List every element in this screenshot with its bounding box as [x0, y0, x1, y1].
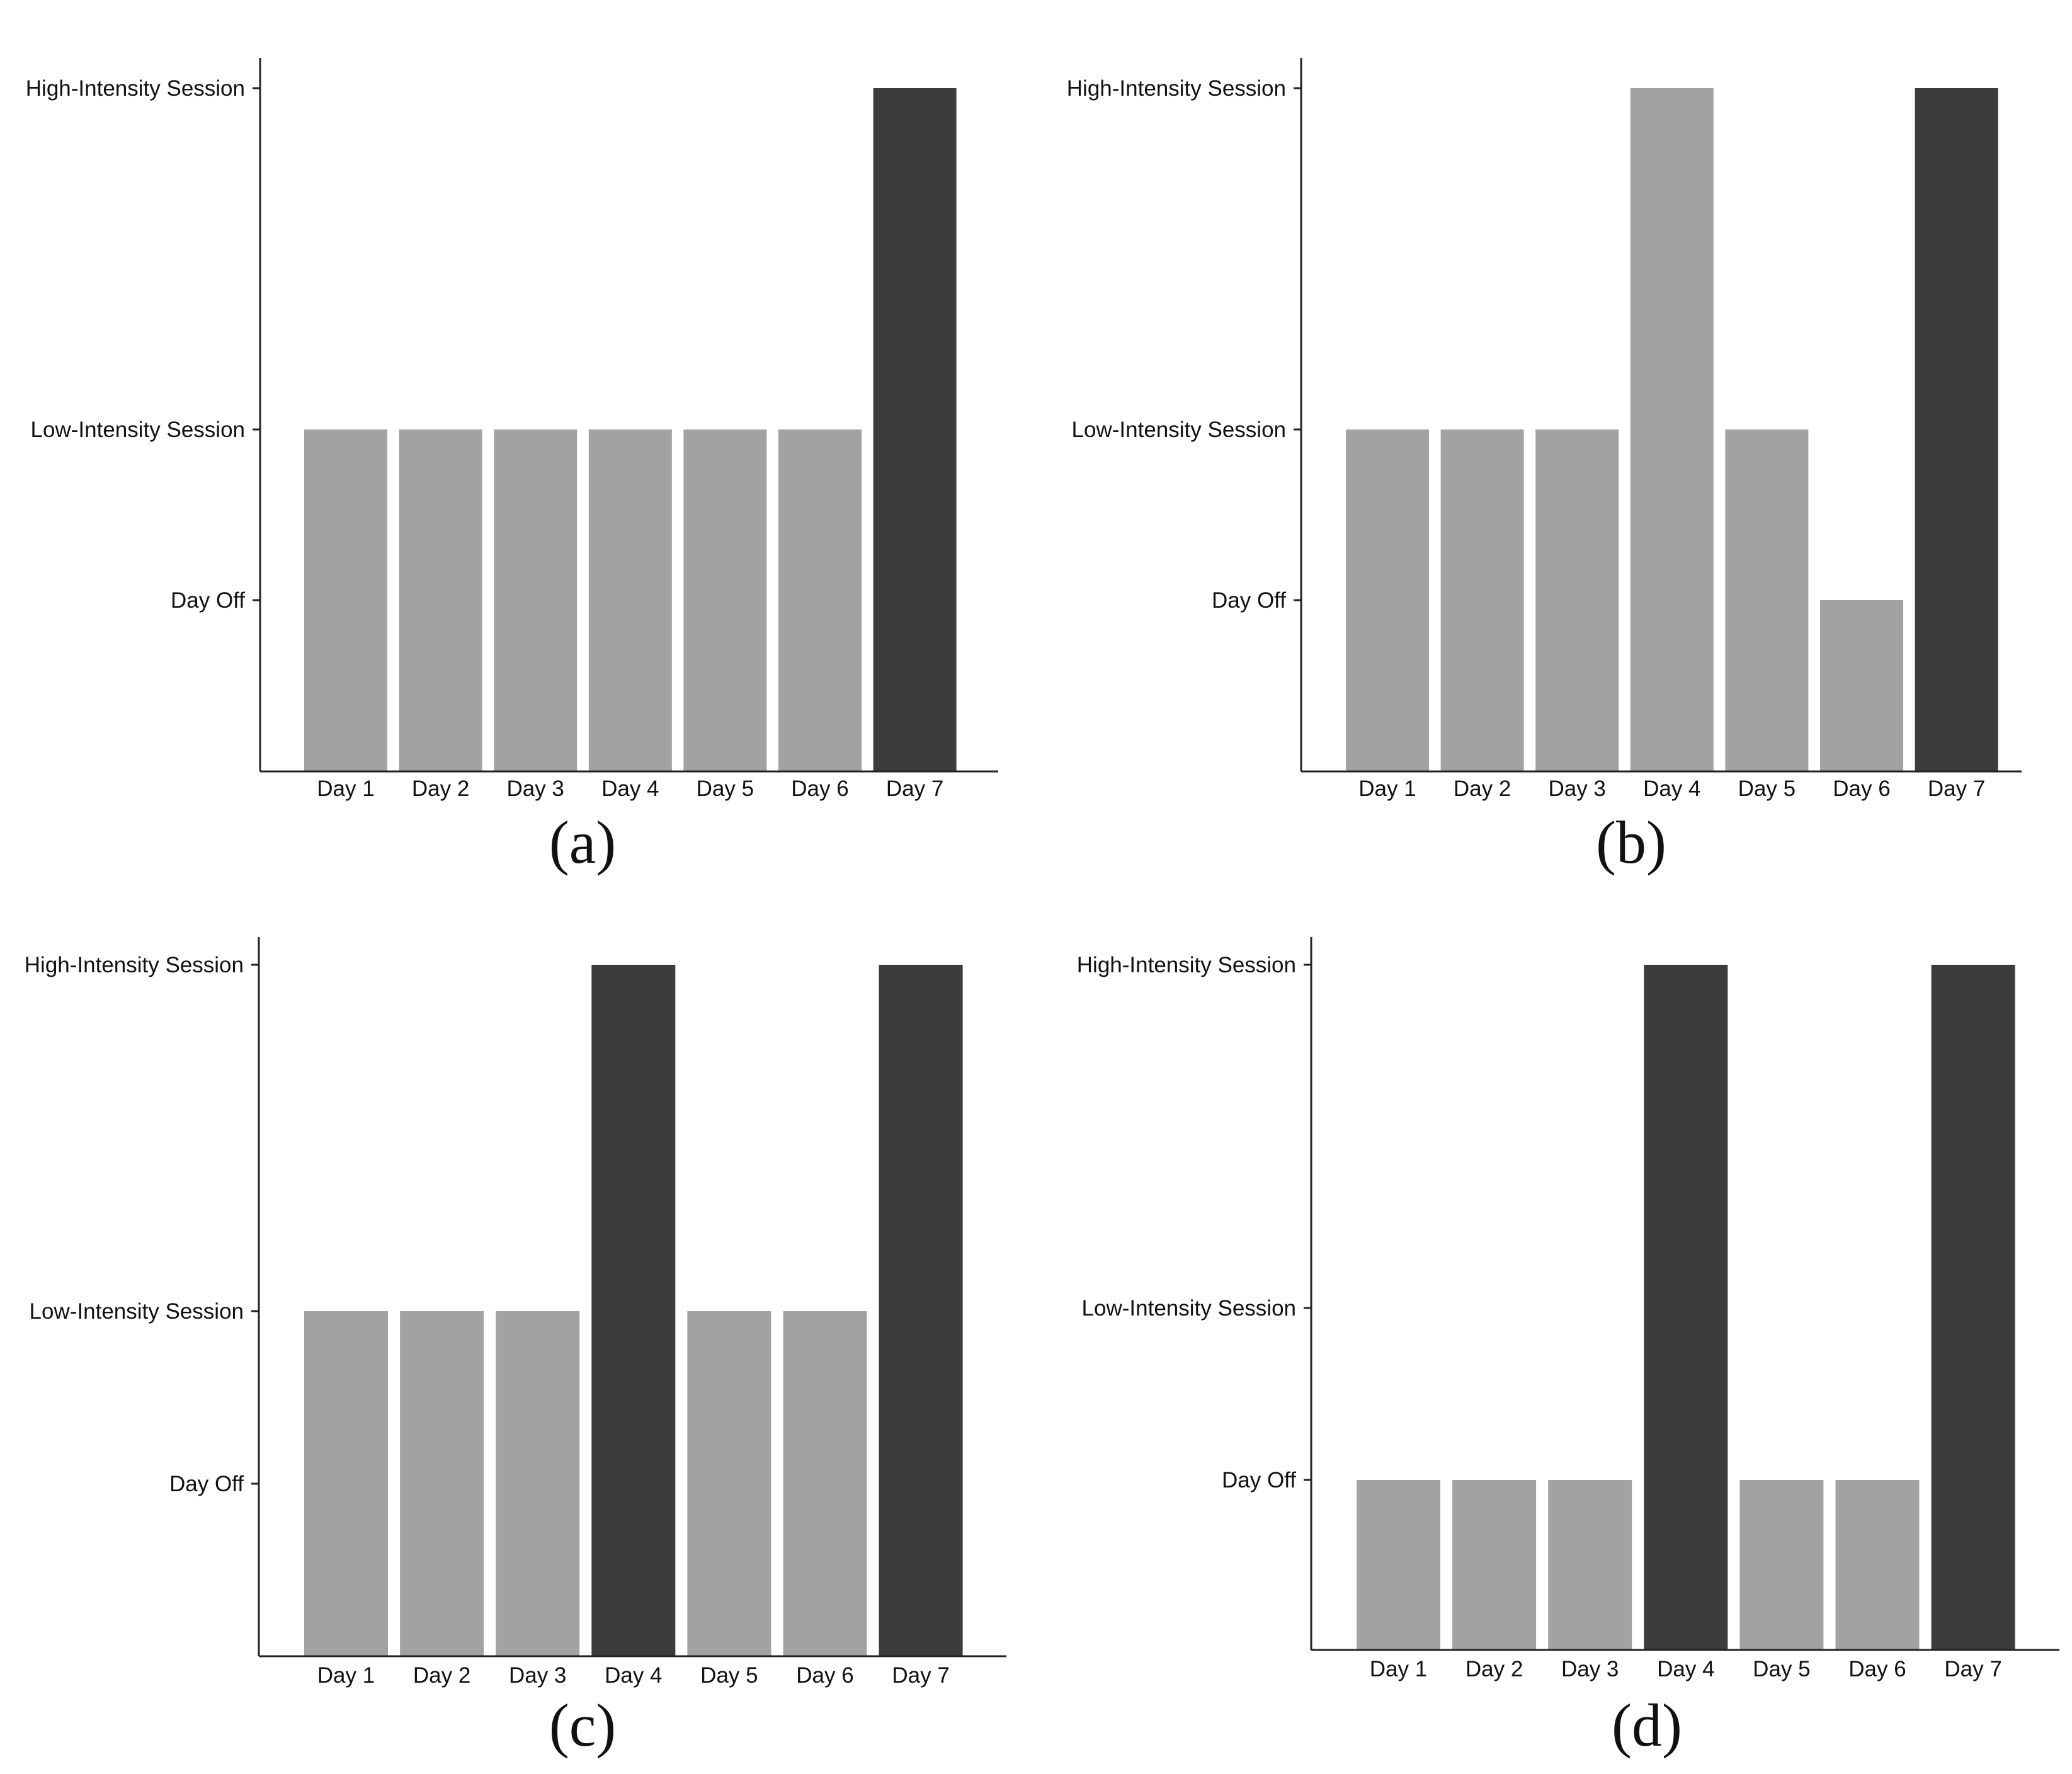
- bar-1: [304, 429, 387, 771]
- x-tick-label: Day 7: [892, 1663, 949, 1688]
- bar-3: [1535, 429, 1619, 771]
- x-tick-label: Day 2: [1466, 1657, 1523, 1681]
- x-tick-label: Day 1: [317, 776, 374, 801]
- panel-label: (b): [1596, 809, 1666, 876]
- x-tick-label: Day 7: [1928, 776, 1985, 801]
- bar-3: [494, 429, 578, 771]
- y-tick-label: Low-Intensity Session: [31, 418, 245, 442]
- x-tick-label: Day 1: [1358, 776, 1416, 801]
- x-tick-label: Day 1: [317, 1663, 375, 1688]
- y-tick-label: Day Off: [1222, 1468, 1296, 1493]
- y-tick-label: Day Off: [169, 1472, 244, 1496]
- x-tick-label: Day 3: [1561, 1657, 1619, 1681]
- x-tick-label: Day 5: [1753, 1657, 1810, 1681]
- bar-1: [1357, 1480, 1440, 1650]
- bar-7: [873, 88, 957, 771]
- y-tick-label: Day Off: [171, 588, 245, 613]
- panel-label: (d): [1612, 1692, 1682, 1759]
- x-tick-label: Day 6: [796, 1663, 853, 1688]
- x-tick-label: Day 1: [1370, 1657, 1427, 1681]
- y-tick-label: Low-Intensity Session: [1082, 1296, 1296, 1321]
- x-tick-label: Day 7: [1944, 1657, 2001, 1681]
- bar-1: [1346, 429, 1429, 771]
- y-tick-label: High-Intensity Session: [1067, 76, 1286, 101]
- x-tick-label: Day 3: [1548, 776, 1605, 801]
- bar-7: [1931, 965, 2015, 1650]
- bar-3: [1548, 1480, 1632, 1650]
- x-tick-label: Day 6: [1848, 1657, 1906, 1681]
- chart-panel-a: Day Off Low-Intensity Session High-Intensi…: [26, 58, 998, 876]
- x-tick-label: Day 4: [1657, 1657, 1714, 1681]
- x-tick-label: Day 6: [791, 776, 848, 801]
- panel-label: (a): [549, 809, 617, 876]
- chart-panel-c: Day Off Low-Intensity Session High-Intensi…: [25, 937, 1006, 1759]
- chart-panel-d: Day Off Low-Intensity Session High-Intensi…: [1077, 937, 2059, 1759]
- bar-2: [399, 429, 482, 771]
- bar-4: [591, 965, 676, 1656]
- panel-label: (c): [549, 1692, 617, 1759]
- bar-7: [1915, 88, 1998, 771]
- bar-2: [400, 1311, 484, 1656]
- bar-1: [304, 1311, 388, 1656]
- bar-2: [1440, 429, 1524, 771]
- bar-5: [1725, 429, 1809, 771]
- y-tick-label: High-Intensity Session: [1077, 953, 1296, 977]
- x-tick-label: Day 3: [509, 1663, 566, 1688]
- x-tick-label: Day 4: [601, 776, 659, 801]
- x-tick-label: Day 5: [700, 1663, 758, 1688]
- x-tick-label: Day 6: [1833, 776, 1890, 801]
- y-tick-label: Low-Intensity Session: [30, 1299, 244, 1324]
- chart-panel-b: Day Off Low-Intensity Session High-Intensi…: [1067, 58, 2022, 876]
- bar-5: [687, 1311, 771, 1656]
- bar-5: [1739, 1480, 1824, 1650]
- bar-6: [778, 429, 862, 771]
- x-tick-label: Day 4: [605, 1663, 662, 1688]
- x-tick-label: Day 5: [1738, 776, 1796, 801]
- bar-6: [1835, 1480, 1920, 1650]
- x-tick-label: Day 3: [506, 776, 564, 801]
- x-tick-label: Day 2: [412, 776, 469, 801]
- bar-3: [496, 1311, 580, 1656]
- bar-6: [783, 1311, 867, 1656]
- bar-4: [1630, 88, 1714, 771]
- y-tick-label: High-Intensity Session: [26, 76, 245, 101]
- y-tick-label: High-Intensity Session: [25, 953, 244, 977]
- bar-6: [1820, 600, 1903, 771]
- y-tick-label: Low-Intensity Session: [1072, 418, 1286, 442]
- x-tick-label: Day 7: [886, 776, 943, 801]
- bar-4: [588, 429, 672, 771]
- x-tick-label: Day 4: [1643, 776, 1700, 801]
- x-tick-label: Day 5: [697, 776, 754, 801]
- bar-7: [879, 965, 963, 1656]
- bar-5: [683, 429, 767, 771]
- x-tick-label: Day 2: [413, 1663, 470, 1688]
- x-tick-label: Day 2: [1454, 776, 1511, 801]
- bar-2: [1452, 1480, 1537, 1650]
- y-tick-label: Day Off: [1212, 588, 1286, 613]
- bar-4: [1644, 965, 1728, 1650]
